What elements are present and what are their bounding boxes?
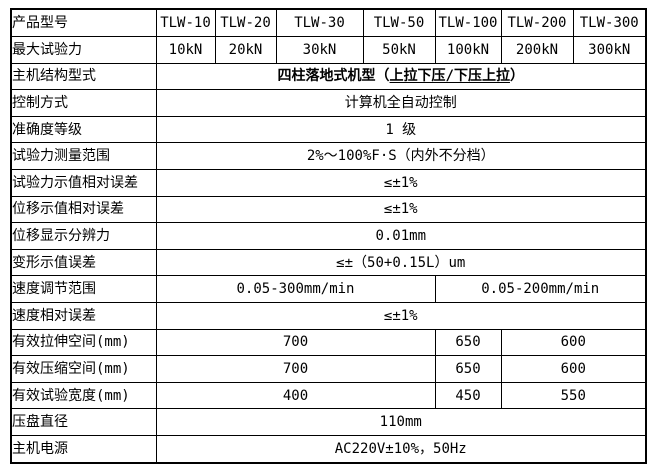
value-text: ） xyxy=(509,68,524,85)
spec-table-row: 速度相对误差 ≤±1% xyxy=(10,301,647,330)
spec-value-cell: TLW-200 xyxy=(500,8,574,37)
spec-value-cell: ≤±1% xyxy=(155,195,647,224)
row-label: 变形示值误差 xyxy=(10,248,157,277)
row-label: 压盘直径 xyxy=(10,408,157,436)
spec-value-cell: 计算机全自动控制 xyxy=(155,89,647,117)
spec-table-body: 产品型号 TLW-10 TLW-20 TLW-30 TLW-50 TLW-100 TLW-2… xyxy=(10,8,647,464)
spec-value-cell: 0.05-300mm/min xyxy=(155,275,436,303)
spec-value-cell: TLW-10 xyxy=(155,8,216,37)
row-label: 控制方式 xyxy=(10,89,157,117)
row-label: 试验力测量范围 xyxy=(10,142,157,170)
value-text: 四柱落地式机型（ xyxy=(277,68,390,85)
spec-value-cell: 400 xyxy=(155,381,436,410)
spec-table-row: 位移显示分辨力 0.01mm xyxy=(10,222,647,250)
spec-table-row: 有效试验宽度(mm) 400 450 550 xyxy=(10,381,647,410)
spec-value-cell: 110mm xyxy=(155,408,647,436)
row-label: 速度相对误差 xyxy=(10,301,157,330)
spec-value-cell: 20kN xyxy=(214,35,277,64)
spec-value-cell: 450 xyxy=(434,381,502,410)
spec-value-cell: 2%～100%F·S（内外不分档） xyxy=(155,142,647,170)
spec-table-row: 最大试验力 10kN 20kN 30kN 50kN 100kN 200kN 300kN xyxy=(10,35,647,64)
spec-table-row: 变形示值误差 ≤±（50+0.15L）um xyxy=(10,248,647,277)
spec-table-row: 速度调节范围 0.05-300mm/min 0.05-200mm/min xyxy=(10,275,647,303)
spec-table-row: 主机结构型式 四柱落地式机型（上拉下压/下压上拉） xyxy=(10,62,647,91)
spec-value-cell: 0.05-200mm/min xyxy=(434,275,647,303)
spec-value-cell: TLW-20 xyxy=(214,8,277,37)
spec-value-cell: ≤±1% xyxy=(155,168,647,197)
spec-value-cell: 100kN xyxy=(434,35,502,64)
spec-value-cell: 550 xyxy=(500,381,647,410)
row-label: 准确度等级 xyxy=(10,115,157,144)
row-label: 最大试验力 xyxy=(10,35,157,64)
spec-table-row: 主机电源 AC220V±10%，50Hz xyxy=(10,434,647,464)
spec-value-cell: TLW-30 xyxy=(275,8,364,37)
spec-value-cell: TLW-100 xyxy=(434,8,502,37)
spec-table-row: 准确度等级 1 级 xyxy=(10,115,647,144)
spec-value-cell: 200kN xyxy=(500,35,574,64)
spec-table-row: 试验力示值相对误差 ≤±1% xyxy=(10,168,647,197)
row-label: 有效压缩空间(mm) xyxy=(10,355,157,383)
row-label: 产品型号 xyxy=(10,8,157,37)
spec-value-cell: 650 xyxy=(434,355,502,383)
row-label: 位移示值相对误差 xyxy=(10,195,157,224)
row-label: 主机结构型式 xyxy=(10,62,157,91)
spec-value-cell: 600 xyxy=(500,355,647,383)
spec-value-cell: 四柱落地式机型（上拉下压/下压上拉） xyxy=(155,62,647,91)
spec-table-row: 产品型号 TLW-10 TLW-20 TLW-30 TLW-50 TLW-100 TLW-2… xyxy=(10,8,647,37)
spec-value-cell: TLW-50 xyxy=(362,8,436,37)
spec-table-row: 位移示值相对误差 ≤±1% xyxy=(10,195,647,224)
spec-value-cell: TLW-300 xyxy=(572,8,647,37)
product-spec-table: 产品型号 TLW-10 TLW-20 TLW-30 TLW-50 TLW-100 TLW-2… xyxy=(10,8,647,464)
spec-value-cell: 30kN xyxy=(275,35,364,64)
spec-value-cell: 700 xyxy=(155,328,436,357)
spec-value-cell: 650 xyxy=(434,328,502,357)
spec-value-cell: 700 xyxy=(155,355,436,383)
spec-value-cell: AC220V±10%，50Hz xyxy=(155,434,647,464)
spec-value-cell: 300kN xyxy=(572,35,647,64)
spec-value-cell: 10kN xyxy=(155,35,216,64)
spec-table-row: 试验力测量范围 2%～100%F·S（内外不分档） xyxy=(10,142,647,170)
row-label: 位移显示分辨力 xyxy=(10,222,157,250)
row-label: 试验力示值相对误差 xyxy=(10,168,157,197)
spec-table-row: 有效拉伸空间(mm) 700 650 600 xyxy=(10,328,647,357)
spec-value-cell: 600 xyxy=(500,328,647,357)
spec-table-row: 压盘直径 110mm xyxy=(10,408,647,436)
row-label: 有效拉伸空间(mm) xyxy=(10,328,157,357)
row-label: 主机电源 xyxy=(10,434,157,464)
spec-value-cell: 50kN xyxy=(362,35,436,64)
row-label: 有效试验宽度(mm) xyxy=(10,381,157,410)
spec-table-row: 有效压缩空间(mm) 700 650 600 xyxy=(10,355,647,383)
spec-table-row: 控制方式 计算机全自动控制 xyxy=(10,89,647,117)
spec-value-cell: ≤±1% xyxy=(155,301,647,330)
row-label: 速度调节范围 xyxy=(10,275,157,303)
spec-value-cell: ≤±（50+0.15L）um xyxy=(155,248,647,277)
value-text-underlined: 上拉下压/下压上拉 xyxy=(389,68,510,85)
spec-value-cell: 1 级 xyxy=(155,115,647,144)
spec-value-cell: 0.01mm xyxy=(155,222,647,250)
